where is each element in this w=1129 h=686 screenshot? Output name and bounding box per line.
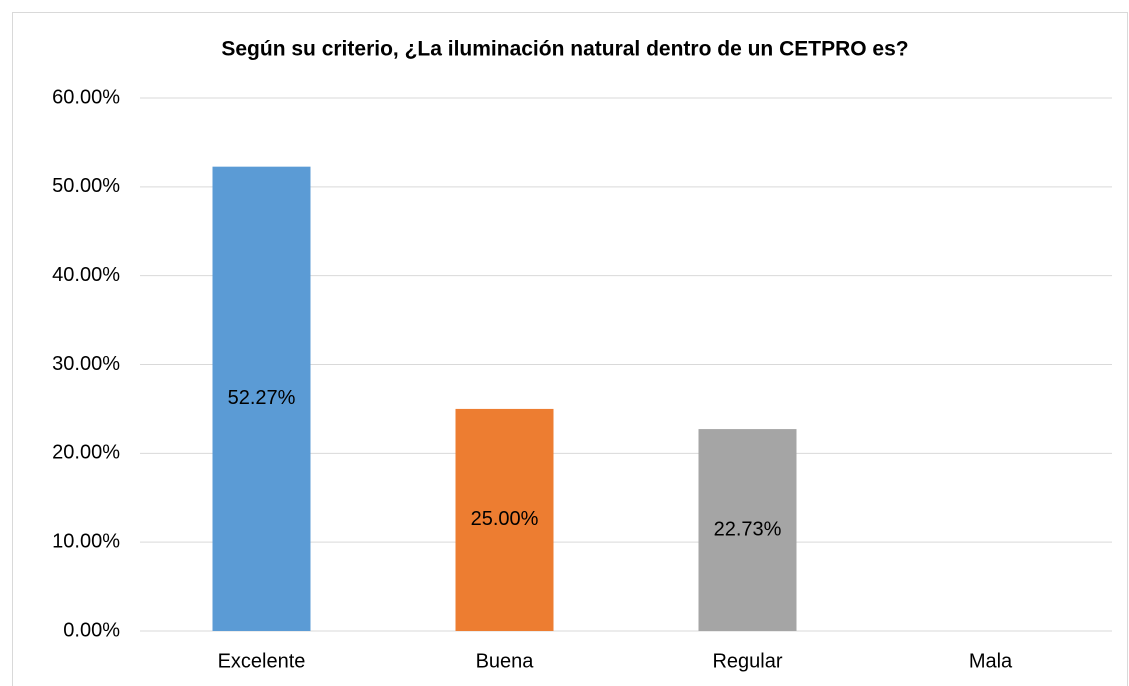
data-label: 25.00% (471, 508, 539, 530)
y-tick-label: 40.00% (52, 264, 120, 286)
y-tick-label: 60.00% (52, 86, 120, 108)
x-tick-label: Excelente (218, 650, 306, 672)
bar (455, 408, 554, 631)
y-tick-label: 50.00% (52, 175, 120, 197)
data-label: 22.73% (714, 518, 782, 540)
y-tick-label: 30.00% (52, 353, 120, 375)
chart-title: Según su criterio, ¿La iluminación natur… (221, 38, 908, 61)
data-label: 52.27% (228, 387, 296, 409)
y-tick-label: 10.00% (52, 530, 120, 552)
x-tick-label: Buena (476, 650, 535, 672)
x-tick-label: Regular (712, 650, 782, 672)
y-tick-label: 0.00% (63, 619, 120, 641)
bar (212, 166, 311, 632)
chart-frame (12, 12, 1128, 686)
y-tick-label: 20.00% (52, 442, 120, 464)
x-tick-label: Mala (969, 650, 1013, 672)
bar (698, 429, 797, 631)
